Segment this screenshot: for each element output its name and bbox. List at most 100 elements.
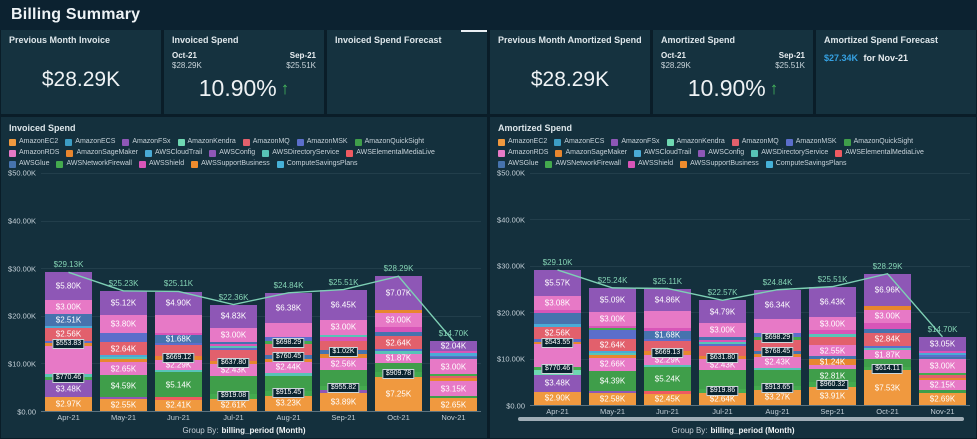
bar-segment-mq[interactable] [155,345,202,357]
bar-segment-ds[interactable] [45,373,92,377]
bar-segment-kendra[interactable] [534,370,581,376]
bar-segment-config[interactable]: $6.38K [265,292,312,324]
bar-segment-rds[interactable]: $3.00K [430,359,477,374]
bar-segment-rds[interactable]: $3.00K [864,309,911,324]
bar-segment-msk[interactable] [754,333,801,337]
bar-segment-rds[interactable]: $2.43K [699,359,746,371]
stacked-bar-apr-21[interactable]: $2.97K $3.48K $770.46 $553.83 $2.56K $2.51K $3… [45,272,92,411]
legend-item-amazonquicksight[interactable]: AmazonQuickSight [354,138,424,146]
bar-segment-mq[interactable]: $2.56K [45,328,92,341]
bar-segment-ds[interactable] [210,346,257,349]
bar-segment-rds[interactable] [644,311,691,329]
bar-segment-config[interactable]: $4.83K [210,304,257,328]
bar-segment-mq[interactable] [320,340,367,350]
bar-segment-ds[interactable] [754,368,801,371]
bar-segment-qs[interactable]: $5.14K [155,372,202,397]
bar-segment-ct[interactable] [919,353,966,356]
bar-segment-nf[interactable]: $955.82 [320,382,367,393]
bar-segment-rds[interactable]: $2.43K [210,364,257,376]
bar-segment-msk[interactable] [45,340,92,343]
bar-segment-qs[interactable] [210,375,257,395]
bar-segment-config[interactable]: $6.96K [864,273,911,307]
legend-item-awselementalmedialive[interactable]: AWSElementalMediaLive [835,149,924,157]
bar-segment-nf[interactable]: $913.65 [754,382,801,393]
bar-segment-glue[interactable]: $2.51K [45,314,92,327]
bar-segment-config[interactable]: $5.12K [100,290,147,316]
bar-segment-nf[interactable]: $770.46 [534,363,581,374]
bar-segment-sm[interactable]: $1.24K [809,357,856,366]
bar-segment-ec2[interactable]: $2.58K [589,393,636,405]
bar-segment-ec2[interactable]: $2.65K [430,398,477,411]
bar-segment-nf[interactable] [919,373,966,376]
bar-segment-msk[interactable] [265,337,312,342]
bar-segment-shield[interactable] [644,328,691,331]
bar-segment-msk[interactable] [100,333,147,343]
bar-segment-sm[interactable] [754,354,801,357]
bar-segment-ct[interactable] [430,353,477,356]
bar-segment-msk[interactable] [589,329,636,339]
legend-item-amazonrds[interactable]: AmazonRDS [9,149,59,157]
stacked-bar-jul-21[interactable]: $2.61K $919.08 $2.43K $637.80 $3.00K $4.83K [210,304,257,411]
bar-segment-qs[interactable] [375,362,422,373]
bar-segment-rds[interactable]: $2.29K [644,354,691,366]
bar-segment-sm[interactable]: $553.83 [45,339,92,350]
bar-segment-ds[interactable] [644,365,691,368]
bar-segment-nf[interactable] [430,373,477,376]
legend-item-awsnetworkfirewall[interactable]: AWSNetworkFirewall [56,160,132,168]
stacked-bar-jun-21[interactable]: $2.41K $5.14K $2.29K $669.12 $1.68K $4.90K [155,291,202,411]
legend-item-awsglue[interactable]: AWSGlue [498,160,538,168]
bar-segment-ct[interactable] [100,355,147,357]
bar-segment-rds[interactable] [265,323,312,338]
stacked-bar-oct-21[interactable]: $7.25K $909.78 $1.87K $2.64K $3.00K $7.07K [375,276,422,411]
bar-segment-qs[interactable]: $2.81K [809,369,856,383]
legend-item-awscloudtrail[interactable]: AWSCloudTrail [144,149,202,157]
bar-segment-msk[interactable] [155,343,202,346]
bar-segment-config[interactable]: $4.86K [644,288,691,312]
bar-segment-mq[interactable] [754,339,801,351]
bar-segment-nf[interactable]: $919.08 [210,391,257,402]
bar-segment-rds[interactable]: $3.00K [699,322,746,337]
horizontal-scrollbar[interactable] [518,417,964,421]
bar-segment-qs[interactable] [265,375,312,392]
bar-segment-eml[interactable] [644,391,691,394]
bar-segment-qs[interactable]: $4.59K [100,374,147,397]
bar-segment-glue[interactable] [809,356,856,359]
bar-segment-glue[interactable] [430,357,477,360]
stacked-bar-aug-21[interactable]: $3.27K $913.65 $2.43K $768.45 $698.29 $6.34K [754,289,801,405]
bar-segment-config[interactable]: $2.04K [430,341,477,351]
bar-segment-glue[interactable]: $1.68K [155,335,202,344]
bar-segment-config[interactable]: $5.57K [534,270,581,296]
bar-segment-glue[interactable]: $1.02K [320,346,367,357]
bar-segment-glue[interactable] [919,357,966,360]
bar-segment-sm[interactable] [430,378,477,382]
stacked-bar-nov-21[interactable]: $2.65K $3.15K $3.00K $2.04K [430,341,477,411]
bar-segment-ds[interactable] [589,352,636,356]
bar-segment-mq[interactable]: $2.56K [534,327,581,340]
bar-segment-qs[interactable] [699,370,746,389]
bar-segment-ds[interactable] [699,341,746,344]
bar-segment-rds[interactable] [534,344,581,367]
bar-segment-rds[interactable]: $3.00K [375,312,422,328]
bar-segment-sm[interactable]: $637.80 [210,357,257,368]
bar-segment-msk[interactable] [534,339,581,342]
bar-segment-shield[interactable] [430,350,477,354]
bar-segment-ds[interactable] [320,334,367,337]
legend-item-amazonrds[interactable]: AmazonRDS [498,149,548,157]
bar-segment-ec2[interactable]: $3.89K [320,392,367,411]
legend-item-awssupportbusiness[interactable]: AWSSupportBusiness [191,160,270,168]
bar-segment-msk[interactable] [210,348,257,351]
bar-segment-shield[interactable] [375,327,422,332]
bar-segment-shield[interactable] [534,310,581,313]
bar-segment-ct[interactable] [45,326,92,329]
bar-segment-fsx[interactable] [589,390,636,394]
bar-segment-config[interactable]: $4.79K [699,300,746,323]
bar-segment-mq[interactable]: $2.64K [589,338,636,352]
legend-item-amazonquicksight[interactable]: AmazonQuickSight [843,138,913,146]
legend-item-amazonmsk[interactable]: AmazonMSK [296,138,348,146]
legend-item-amazonecs[interactable]: AmazonECS [65,138,115,146]
bar-segment-msk[interactable] [864,345,911,348]
bar-segment-ec2[interactable]: $2.64K [699,392,746,405]
legend-item-amazonmq[interactable]: AmazonMQ [731,138,779,146]
bar-segment-shield[interactable] [155,333,202,336]
stacked-bar-jul-21[interactable]: $2.64K $919.86 $2.43K $631.80 $3.00K $4.79K [699,300,746,405]
